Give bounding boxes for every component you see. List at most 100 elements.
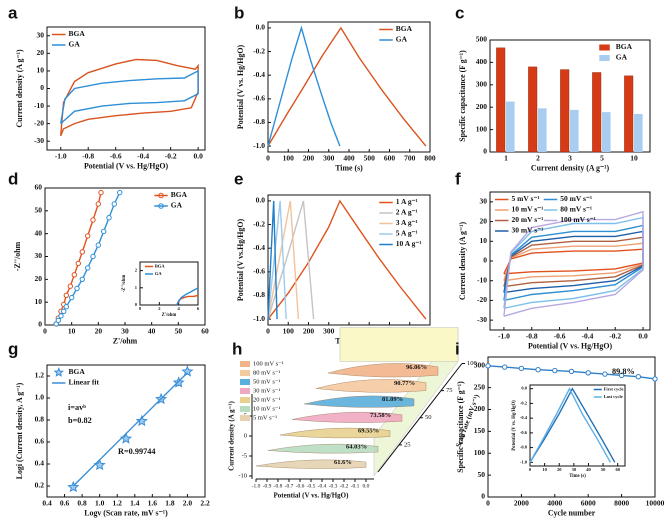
y-axis-title: Specific capacitance (F g⁻¹) bbox=[456, 381, 465, 473]
x-tick-label: 30 bbox=[572, 467, 577, 472]
panel-letter: g bbox=[8, 339, 18, 358]
y-tick-label: 40 bbox=[35, 228, 43, 237]
data-point bbox=[618, 372, 625, 379]
layer-band bbox=[267, 443, 379, 454]
y-axis-title: Current density (A g⁻¹) bbox=[458, 222, 467, 301]
annotation: R=0.99744 bbox=[118, 447, 155, 456]
y-tick-label: -10 bbox=[238, 472, 247, 479]
y-tick-label: 150 bbox=[474, 426, 486, 435]
panel-letter: e bbox=[234, 169, 243, 188]
y-axis-title: Logi (Current density, A g⁻¹) bbox=[15, 382, 24, 479]
x-tick-label: 4000 bbox=[547, 498, 562, 507]
y-axis-title: Potential (V vs. Hg/HgO) bbox=[236, 45, 245, 130]
x-tick-label: -0.4 bbox=[581, 331, 593, 340]
data-point bbox=[71, 272, 78, 278]
legend-label: GA bbox=[396, 35, 408, 44]
x-tick-label: -0.6 bbox=[296, 483, 305, 489]
data-point bbox=[98, 189, 104, 196]
x-tick-label: 20 bbox=[95, 326, 103, 335]
x-tick-label: 400 bbox=[343, 153, 355, 162]
x-tick-label: 500 bbox=[364, 153, 376, 162]
y-tick-label: -1.0 bbox=[253, 314, 265, 323]
data-point bbox=[181, 365, 194, 377]
series-line bbox=[529, 387, 616, 463]
x-tick-label: 0.4 bbox=[42, 498, 52, 507]
x-tick-label: 1.0 bbox=[95, 498, 105, 507]
legend-label: 5 A g⁻¹ bbox=[396, 229, 418, 238]
data-point bbox=[61, 308, 67, 314]
x-tick-label: -0.4 bbox=[318, 483, 327, 489]
y-tick-label: -10 bbox=[34, 101, 44, 110]
bar bbox=[570, 109, 579, 152]
x-tick-label: -0.2 bbox=[340, 483, 349, 489]
x-tick-label: 600 bbox=[384, 153, 396, 162]
y-axis-title: -Z''/ohm bbox=[122, 275, 127, 293]
z-tick-label: 50 bbox=[425, 414, 432, 421]
x-tick-label: -0.7 bbox=[285, 483, 294, 489]
y-tick-label: 0.4 bbox=[35, 459, 45, 468]
y-tick-label: -30 bbox=[477, 315, 487, 324]
x-tick-label: 8000 bbox=[614, 498, 629, 507]
data-point bbox=[585, 370, 591, 376]
data-point bbox=[535, 367, 541, 373]
legend-label: 5 mV s⁻¹ bbox=[253, 414, 277, 421]
x-tick-label: 300 bbox=[323, 153, 335, 162]
annotation: i=avᵇ bbox=[68, 403, 86, 412]
legend-label: 20 mV s⁻¹ bbox=[253, 396, 280, 403]
y-tick-label: 10 bbox=[35, 297, 43, 306]
back-wall bbox=[339, 327, 459, 362]
y-tick-label: 100 bbox=[476, 124, 488, 133]
data-point bbox=[90, 217, 96, 223]
series-line bbox=[72, 372, 188, 487]
layer-band bbox=[303, 395, 415, 408]
y-tick-label: -0.4 bbox=[520, 415, 528, 420]
bar bbox=[496, 47, 506, 153]
legend-swatch bbox=[599, 44, 610, 51]
x-tick-label: 1.2 bbox=[113, 498, 123, 507]
x-tick-label: 1.4 bbox=[130, 498, 140, 507]
x-tick-label: 5 bbox=[600, 153, 604, 162]
y-tick-label: 50 bbox=[478, 470, 486, 479]
x-tick-label: -0.2 bbox=[609, 331, 621, 340]
y-tick-label: 0.0 bbox=[256, 196, 266, 205]
x-tick-label: 0.0 bbox=[193, 151, 203, 160]
bar bbox=[560, 69, 570, 153]
y-tick-label: 0 bbox=[483, 256, 487, 265]
y-tick-label: -20 bbox=[477, 295, 487, 304]
legend-swatch bbox=[599, 55, 610, 61]
x-tick-label: -0.6 bbox=[554, 331, 566, 340]
value-label: 81.09% bbox=[382, 396, 403, 403]
data-point bbox=[79, 249, 86, 255]
data-point bbox=[67, 480, 80, 493]
value-label: 96.06% bbox=[406, 364, 427, 371]
bar bbox=[528, 66, 538, 153]
x-tick-label: 2 bbox=[536, 153, 540, 162]
x-tick-label: 2.2 bbox=[200, 498, 210, 507]
x-tick-label: 50 bbox=[175, 326, 183, 335]
x-tick-label: -0.3 bbox=[329, 483, 338, 489]
y-tick-label: 0.6 bbox=[35, 437, 45, 446]
series-line bbox=[267, 199, 427, 320]
x-tick-label: 2.0 bbox=[183, 498, 193, 507]
x-tick-label: 4 bbox=[178, 306, 181, 311]
plot-frame bbox=[46, 364, 206, 498]
layer-band bbox=[291, 411, 403, 423]
y-tick-label: 30 bbox=[35, 251, 43, 260]
y-tick-label: 0.0 bbox=[521, 386, 527, 391]
y-tick-label: 300 bbox=[476, 80, 488, 89]
plot-frame bbox=[46, 26, 206, 151]
legend-label: Last cycle bbox=[604, 394, 623, 399]
y-tick-label: -0.4 bbox=[253, 70, 265, 79]
plot-frame bbox=[489, 191, 651, 331]
legend-label: 10 A g⁻¹ bbox=[396, 239, 422, 248]
data-point bbox=[635, 374, 641, 380]
legend-swatch bbox=[240, 361, 250, 367]
y-axis-title: Specific capacitance (F g⁻¹) bbox=[458, 50, 467, 142]
legend-label: 10 mV s⁻¹ bbox=[253, 405, 280, 412]
annotation: b=0.82 bbox=[68, 416, 92, 425]
data-point bbox=[55, 317, 61, 324]
data-point bbox=[95, 201, 102, 207]
x-axis-title: Potential (V vs. Hg/HgO) bbox=[274, 492, 350, 500]
legend-label: 5 mV s⁻¹ bbox=[512, 194, 540, 203]
series-line bbox=[176, 287, 199, 306]
